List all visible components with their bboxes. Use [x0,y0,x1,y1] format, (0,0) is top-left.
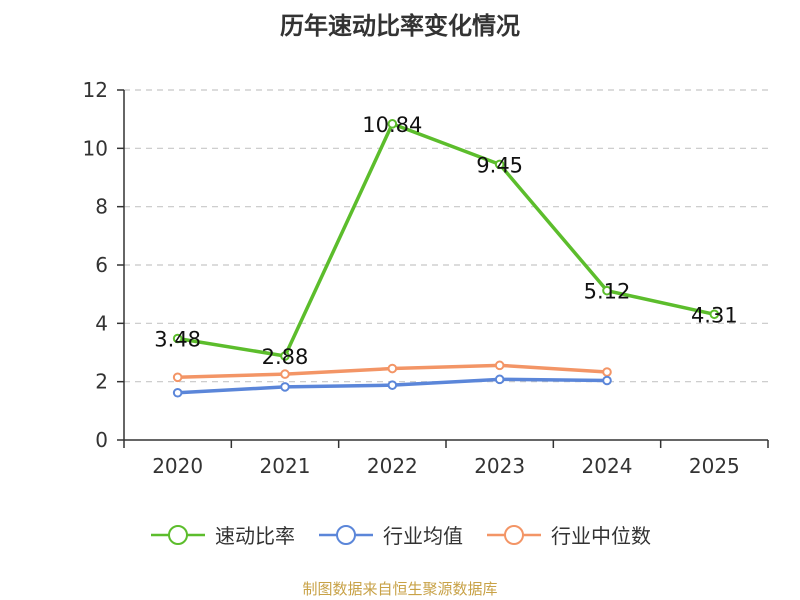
legend-marker-industry-mean [319,524,373,545]
chart-title: 历年速动比率变化情况 [280,12,520,40]
legend-marker-quick-ratio [151,524,205,545]
data-point-2-3 [494,360,505,371]
data-label-2021: 2.88 [262,345,309,369]
data-point-2-1 [280,369,290,379]
data-point-0-3 [494,159,505,170]
series-line-0 [177,122,715,358]
x-tick-label-2023: 2023 [474,454,525,478]
legend-label-quick-ratio: 速动比率 [215,524,295,548]
data-point-1-0 [172,387,183,398]
x-tick-label-2021: 2021 [260,454,311,478]
legend-label-industry-mean: 行业均值 [383,524,463,548]
y-tick-label: 0 [95,428,108,452]
data-label-2023: 9.45 [476,153,523,177]
data-point-1-2 [387,380,398,390]
data-label-2025: 4.31 [691,303,738,327]
legend-item-industry-median[interactable]: 行业中位数 [485,520,651,549]
x-tick-label-2025: 2025 [689,454,740,478]
data-label-2024: 5.12 [584,280,631,304]
legend-marker-industry-median [487,524,541,545]
data-point-2-4 [602,367,612,377]
legend-item-quick-ratio[interactable]: 速动比率 [149,520,295,549]
y-tick-label: 8 [95,195,108,219]
data-label-2022: 10.84 [362,113,422,137]
data-point-0-2 [387,119,398,129]
y-tick-label: 4 [95,311,108,335]
y-tick-label: 6 [95,253,108,277]
data-point-0-5 [709,309,720,320]
data-point-1-1 [280,382,290,392]
data-point-0-1 [280,351,290,361]
data-point-1-3 [494,374,505,385]
data-point-2-2 [387,363,398,374]
y-tick-label: 10 [83,136,108,160]
data-point-0-0 [172,333,183,344]
x-tick-label-2020: 2020 [152,454,203,478]
data-label-2020: 3.48 [154,328,201,352]
x-tick-label-2024: 2024 [582,454,633,478]
chart-legend: 速动比率 行业均值 行业中位数 [0,520,800,549]
data-point-0-4 [602,285,612,296]
legend-label-industry-median: 行业中位数 [551,524,651,548]
y-tick-label: 2 [95,370,108,394]
source-note: 制图数据来自恒生聚源数据库 [302,580,498,598]
legend-item-industry-mean[interactable]: 行业均值 [317,520,463,549]
data-point-2-0 [172,372,183,383]
y-tick-label: 12 [83,78,108,102]
data-point-1-4 [602,375,612,386]
x-tick-label-2022: 2022 [367,454,418,478]
